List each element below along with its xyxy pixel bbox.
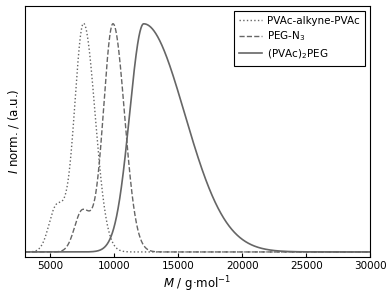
PEG-N$_3$ <box>242 250 247 254</box>
PVAc-alkyne-PVAc <box>368 250 372 254</box>
Legend: PVAc-alkyne-PVAc, PEG-N$_3$, (PVAc)$_2$PEG: PVAc-alkyne-PVAc, PEG-N$_3$, (PVAc)$_2$P… <box>234 11 365 66</box>
Y-axis label: $I$ norm. / (a.u.): $I$ norm. / (a.u.) <box>5 88 20 174</box>
Line: PEG-N$_3$: PEG-N$_3$ <box>25 24 370 252</box>
X-axis label: $M$ / g·mol$^{-1}$: $M$ / g·mol$^{-1}$ <box>163 275 232 294</box>
PEG-N$_3$ <box>147 249 152 252</box>
PEG-N$_3$ <box>40 250 44 254</box>
PVAc-alkyne-PVAc <box>242 250 247 254</box>
PEG-N$_3$ <box>111 22 115 26</box>
Line: PVAc-alkyne-PVAc: PVAc-alkyne-PVAc <box>25 23 370 252</box>
PEG-N$_3$ <box>297 250 301 254</box>
PEG-N$_3$ <box>22 250 27 254</box>
PVAc-alkyne-PVAc <box>297 250 301 254</box>
PVAc-alkyne-PVAc <box>227 250 232 254</box>
PEG-N$_3$ <box>227 250 232 254</box>
(PVAc)$_2$PEG <box>278 249 283 253</box>
PEG-N$_3$ <box>368 250 372 254</box>
(PVAc)$_2$PEG <box>142 22 146 26</box>
PVAc-alkyne-PVAc <box>22 250 27 254</box>
PVAc-alkyne-PVAc <box>81 22 86 25</box>
PVAc-alkyne-PVAc <box>278 250 283 254</box>
PEG-N$_3$ <box>278 250 283 254</box>
(PVAc)$_2$PEG <box>368 250 372 254</box>
(PVAc)$_2$PEG <box>242 239 247 243</box>
(PVAc)$_2$PEG <box>147 25 152 28</box>
PVAc-alkyne-PVAc <box>147 250 152 254</box>
(PVAc)$_2$PEG <box>40 250 44 254</box>
Line: (PVAc)$_2$PEG: (PVAc)$_2$PEG <box>25 24 370 252</box>
(PVAc)$_2$PEG <box>22 250 27 254</box>
(PVAc)$_2$PEG <box>227 224 232 228</box>
PVAc-alkyne-PVAc <box>40 243 44 246</box>
(PVAc)$_2$PEG <box>297 250 301 253</box>
